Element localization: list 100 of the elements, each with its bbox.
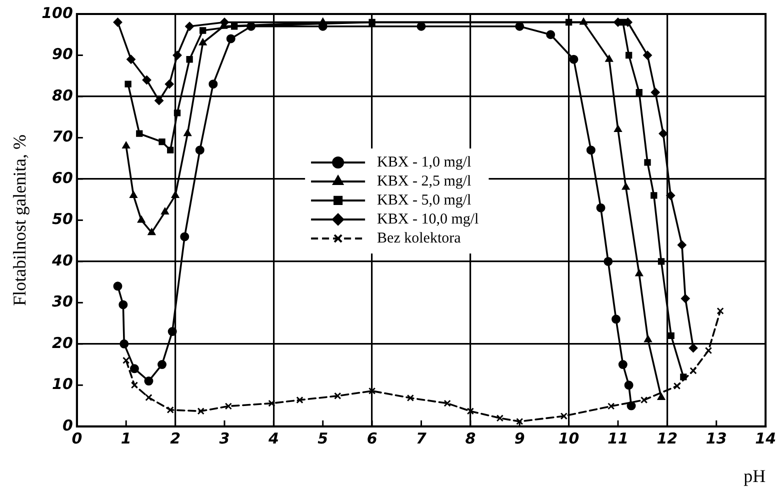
point xyxy=(580,18,588,25)
x-tick-label: 13 xyxy=(706,429,727,448)
point xyxy=(466,408,474,415)
point xyxy=(622,182,630,190)
x-tick-label: 5 xyxy=(318,429,328,448)
y-tick-label: 60 xyxy=(52,168,73,187)
point xyxy=(657,393,666,400)
point xyxy=(166,406,174,414)
x-tick-label: 6 xyxy=(366,429,378,448)
point xyxy=(124,80,132,88)
point xyxy=(650,88,660,97)
point xyxy=(668,332,674,339)
point xyxy=(186,56,193,63)
point xyxy=(614,124,622,132)
point xyxy=(136,130,143,137)
point xyxy=(180,232,190,242)
x-tick-label: 9 xyxy=(514,429,525,448)
point xyxy=(224,402,232,410)
point xyxy=(618,360,628,370)
point xyxy=(644,335,652,342)
point xyxy=(624,380,634,390)
y-axis-title: Flotabilnost galenita, % xyxy=(10,134,30,306)
legend-label: KBX - 5,0 mg/l xyxy=(377,192,472,208)
point xyxy=(604,256,613,266)
point xyxy=(596,203,606,212)
x-tick-label: 10 xyxy=(558,429,580,448)
point xyxy=(145,394,152,402)
x-tick-label: 8 xyxy=(465,429,476,448)
point xyxy=(200,27,206,34)
y-tick-label: 10 xyxy=(52,375,73,394)
point xyxy=(154,96,164,106)
point xyxy=(198,38,207,46)
point xyxy=(650,192,658,199)
point xyxy=(268,400,276,407)
y-tick-label: 70 xyxy=(52,128,73,146)
x-tick-label: 1 xyxy=(120,429,132,448)
point xyxy=(640,396,648,404)
y-tick-label: 40 xyxy=(51,251,73,270)
point xyxy=(160,207,169,214)
point xyxy=(126,54,136,64)
point xyxy=(546,30,556,40)
point xyxy=(625,52,632,59)
point xyxy=(716,307,724,315)
point xyxy=(635,269,644,276)
point xyxy=(368,387,376,395)
x-tick-label: 4 xyxy=(267,429,279,448)
y-tick-label: 20 xyxy=(52,334,73,352)
point xyxy=(122,141,130,148)
point xyxy=(516,418,524,426)
point xyxy=(158,360,167,370)
point xyxy=(137,216,146,223)
legend-label: KBX - 1,0 mg/l xyxy=(377,154,472,170)
point xyxy=(666,190,676,200)
point xyxy=(626,401,636,410)
point xyxy=(636,89,642,96)
point xyxy=(680,374,687,380)
point xyxy=(113,282,122,291)
point xyxy=(658,258,665,265)
point xyxy=(148,228,156,236)
point xyxy=(172,50,182,60)
legend-label: Bez kolektora xyxy=(377,230,462,246)
point xyxy=(164,80,174,89)
point xyxy=(496,414,504,422)
x-tick-label: 14 xyxy=(755,429,776,448)
y-tick-label: 80 xyxy=(52,86,73,104)
point xyxy=(120,339,129,348)
point xyxy=(130,364,139,374)
point xyxy=(122,356,130,364)
point xyxy=(644,159,651,166)
point xyxy=(569,54,578,64)
point xyxy=(208,80,218,89)
point xyxy=(144,376,154,386)
legend-label: KBX - 10,0 mg/l xyxy=(377,211,479,228)
x-tick-label: 2 xyxy=(170,429,181,448)
y-tick-label: 30 xyxy=(52,292,73,311)
y-tick-label: 0 xyxy=(62,416,73,434)
y-tick-label: 100 xyxy=(42,4,73,22)
point xyxy=(406,394,414,402)
point xyxy=(113,18,122,27)
point xyxy=(197,408,204,415)
point xyxy=(130,190,138,198)
point xyxy=(174,110,181,116)
point xyxy=(608,402,615,410)
point xyxy=(605,54,614,62)
point xyxy=(586,146,596,155)
legend-label: KBX - 2,5 mg/l xyxy=(377,173,472,190)
point xyxy=(688,344,698,353)
point xyxy=(643,50,652,60)
point xyxy=(226,34,236,44)
point xyxy=(677,240,686,250)
x-tick-label: 7 xyxy=(416,429,428,448)
x-tick-label: 12 xyxy=(656,429,678,448)
point xyxy=(130,382,138,389)
point xyxy=(195,146,204,155)
point xyxy=(142,75,152,84)
point xyxy=(620,18,626,26)
point xyxy=(444,400,451,407)
y-tick-label: 90 xyxy=(52,45,73,64)
point xyxy=(673,382,681,390)
point xyxy=(612,314,621,324)
